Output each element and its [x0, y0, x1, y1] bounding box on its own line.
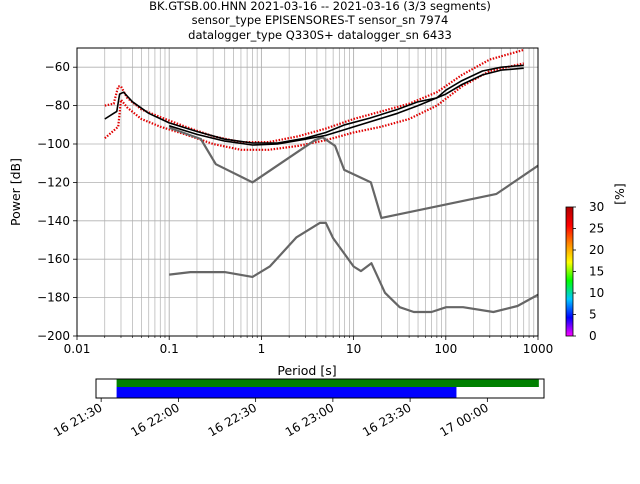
- coverage-tick-label: 17 00:00: [437, 400, 490, 439]
- coverage-tick-label: 16 23:00: [283, 400, 336, 439]
- x-axis-label: Period [s]: [277, 363, 336, 378]
- y-tick-label: −200: [37, 329, 70, 343]
- y-tick-label: −140: [37, 214, 70, 228]
- colorbar-tick-label: 10: [589, 286, 604, 300]
- colorbar-tick-label: 30: [589, 200, 604, 214]
- y-axis-label: Power [dB]: [8, 158, 23, 226]
- colorbar-tick-label: 5: [589, 308, 597, 322]
- x-tick-label: 10: [346, 342, 361, 356]
- series-line-new-high-noise-model: [168, 126, 538, 219]
- colorbar-tick-label: 20: [589, 243, 604, 257]
- x-tick-label: 100: [434, 342, 457, 356]
- chart-title-line-3: datalogger_type Q330S+ datalogger_sn 643…: [188, 28, 452, 42]
- colorbar-label: [%]: [612, 183, 627, 205]
- coverage-panel: 16 21:30 16 22:00 16 22:30 16 23:00 16 23:30…: [51, 378, 545, 439]
- x-tick-label: 1: [258, 342, 266, 356]
- grid-lines: [76, 48, 538, 337]
- coverage-tick-label: 16 22:00: [128, 400, 181, 439]
- coverage-bar-used: [116, 387, 457, 398]
- series-line-mean: [104, 64, 524, 144]
- colorbar-scale: [565, 206, 574, 337]
- plot-frame: [76, 47, 539, 337]
- series-lines: [104, 64, 538, 314]
- chart-title-line-1: BK.GTSB.00.HNN 2021-03-16 -- 2021-03-16 …: [149, 0, 491, 13]
- x-tick-label: 0.01: [64, 342, 91, 356]
- coverage-tick-label: 16 21:30: [51, 400, 104, 439]
- y-axis-ticks: −60 −80 −100 −120 −140 −160 −180 −200: [37, 60, 77, 343]
- y-tick-label: −160: [37, 252, 70, 266]
- y-tick-label: −100: [37, 137, 70, 151]
- coverage-frame: [95, 378, 545, 399]
- series-line-new-low-noise-model: [169, 221, 538, 314]
- coverage-tick-label: 16 22:30: [206, 400, 259, 439]
- x-tick-label: 1000: [523, 342, 554, 356]
- colorbar-tick-label: 25: [589, 222, 604, 236]
- pdf-band-2: [104, 62, 524, 151]
- pdf-band-1: [104, 48, 524, 144]
- colorbar-tick-label: 15: [589, 265, 604, 279]
- y-tick-label: −120: [37, 175, 70, 189]
- x-axis-ticks: 0.01 0.1 1 10 100 1000: [64, 336, 554, 356]
- colorbar-tick-label: 0: [589, 329, 597, 343]
- coverage-tick-label: 16 23:30: [360, 400, 413, 439]
- y-tick-label: −60: [45, 60, 70, 74]
- y-tick-label: −80: [45, 99, 70, 113]
- colorbar: 0 5 10 15 20 25 30: [565, 200, 604, 343]
- x-tick-label: 0.1: [160, 342, 179, 356]
- pdf-bands: [104, 48, 524, 151]
- series-line-mode: [168, 67, 524, 146]
- chart-title-line-2: sensor_type EPISENSORES-T sensor_sn 7974: [192, 13, 449, 27]
- y-tick-label: −180: [37, 291, 70, 305]
- coverage-bar-data: [116, 379, 539, 387]
